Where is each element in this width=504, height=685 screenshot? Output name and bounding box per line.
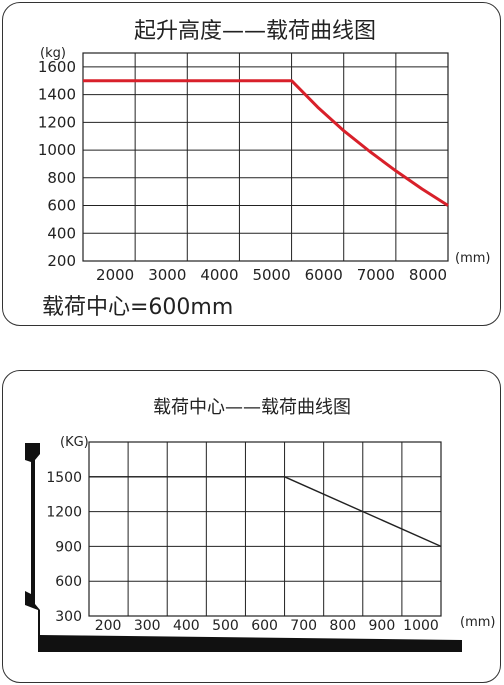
c1-series-line-0 <box>83 79 449 207</box>
c1-x-tick-label: 7000 <box>357 266 395 284</box>
c1-y-tick-label: 1600 <box>38 58 76 76</box>
c1-y-tick-label: 1400 <box>38 86 76 104</box>
chart-panel-load-center <box>2 370 501 683</box>
c2-y-tick-label: 1200 <box>46 505 82 521</box>
c2-x-tick-label: 1000 <box>403 618 439 634</box>
c1-x-tick-label: 6000 <box>305 266 343 284</box>
c2-x-tick-label: 600 <box>251 618 278 634</box>
c1-x-tick-label: 2000 <box>96 266 134 284</box>
c1-x-tick-label: 4000 <box>200 266 238 284</box>
c2-y-tick-label: 300 <box>55 609 82 625</box>
chart1-title: 起升高度——载荷曲线图 <box>134 19 376 44</box>
c2-x-tick-label: 400 <box>173 618 200 634</box>
c2-plot-frame <box>88 441 442 617</box>
c2-x-tick-label: 700 <box>290 618 317 634</box>
c1-y-tick-label: 600 <box>47 197 76 215</box>
c1-y-tick-label: 400 <box>47 224 76 242</box>
chart1-x-unit: (mm) <box>455 251 490 266</box>
c2-y-tick-label: 1500 <box>46 470 82 486</box>
c2-x-tick-label: 800 <box>329 618 356 634</box>
c1-y-tick-label: 200 <box>47 252 76 270</box>
chart1-grid <box>82 52 449 262</box>
c2-y-tick-label: 600 <box>55 574 82 590</box>
chart1-ticks: 200 400 600 800 1000 1200 1400 1600 2000 3000 4000… <box>38 58 447 284</box>
c2-x-tick-label: 500 <box>212 618 239 634</box>
c1-y-tick-label: 1200 <box>38 113 76 131</box>
c1-y-tick-label: 1000 <box>38 141 76 159</box>
chart2-ticks: 300 600 900 1200 1500 200 300 400 500 600 700 800 90… <box>46 470 438 634</box>
chart2-x-unit: (mm) <box>460 615 495 630</box>
c1-x-tick-label: 5000 <box>252 266 290 284</box>
chart2-title: 载荷中心——载荷曲线图 <box>153 397 351 418</box>
chart1-load-center-note: 载荷中心=600mm <box>42 295 233 320</box>
chart2-grid <box>88 441 442 617</box>
chart1-y-unit: (kg) <box>40 46 66 61</box>
chart1-series <box>83 79 449 207</box>
chart2-series <box>89 476 442 548</box>
c2-x-tick-label: 200 <box>95 618 122 634</box>
c1-x-tick-label: 8000 <box>409 266 447 284</box>
c1-y-tick-label: 800 <box>47 169 76 187</box>
c1-plot-frame <box>82 52 449 262</box>
chart2-y-unit: (KG) <box>60 435 89 450</box>
c1-x-tick-label: 3000 <box>148 266 186 284</box>
c2-y-tick-label: 900 <box>55 539 82 555</box>
fork-silhouette-icon <box>25 443 462 652</box>
c2-series-line-0 <box>89 476 442 548</box>
chart-panel-lift-height <box>2 2 501 326</box>
c2-x-tick-label: 300 <box>134 618 161 634</box>
c2-x-tick-label: 900 <box>369 618 396 634</box>
